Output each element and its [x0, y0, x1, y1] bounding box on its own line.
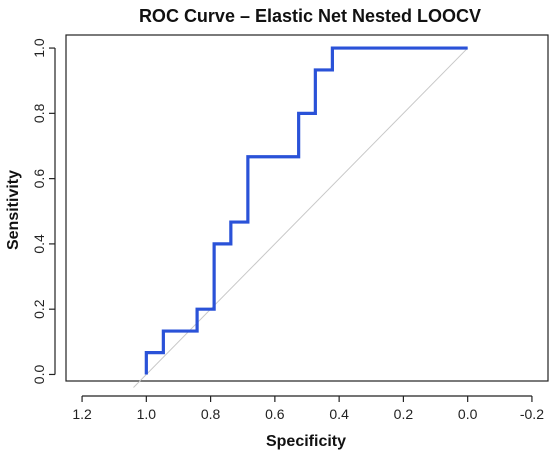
roc-curve-line — [144, 46, 468, 375]
y-tick-label: 0.6 — [31, 169, 47, 189]
y-tick-label: 0.0 — [31, 365, 47, 385]
x-tick-label: 0.6 — [265, 406, 285, 422]
x-tick-label: 0.2 — [394, 406, 414, 422]
plot-frame — [65, 34, 549, 382]
y-axis: 0.0 0.2 0.4 0.6 0.8 1.0 — [31, 38, 56, 385]
x-tick-label: 1.0 — [137, 406, 157, 422]
y-axis-title: Sensitivity — [5, 170, 22, 250]
x-axis: 1.2 1.0 0.8 0.6 0.4 0.2 0.0 -0.2 — [72, 395, 544, 422]
x-tick-label: -0.2 — [520, 406, 544, 422]
y-tick-label: 1.0 — [31, 38, 47, 58]
x-tick-label: 1.2 — [72, 406, 92, 422]
y-tick-label: 0.4 — [31, 234, 47, 254]
x-tick-label: 0.8 — [201, 406, 221, 422]
chart-title: ROC Curve – Elastic Net Nested LOOCV — [139, 6, 481, 26]
plot-area — [65, 34, 549, 388]
x-tick-label: 0.0 — [458, 406, 478, 422]
reference-diagonal-line — [133, 47, 469, 388]
x-tick-label: 0.4 — [329, 406, 349, 422]
y-tick-label: 0.2 — [31, 299, 47, 319]
y-tick-label: 0.8 — [31, 103, 47, 123]
x-axis-title: Specificity — [266, 433, 346, 450]
